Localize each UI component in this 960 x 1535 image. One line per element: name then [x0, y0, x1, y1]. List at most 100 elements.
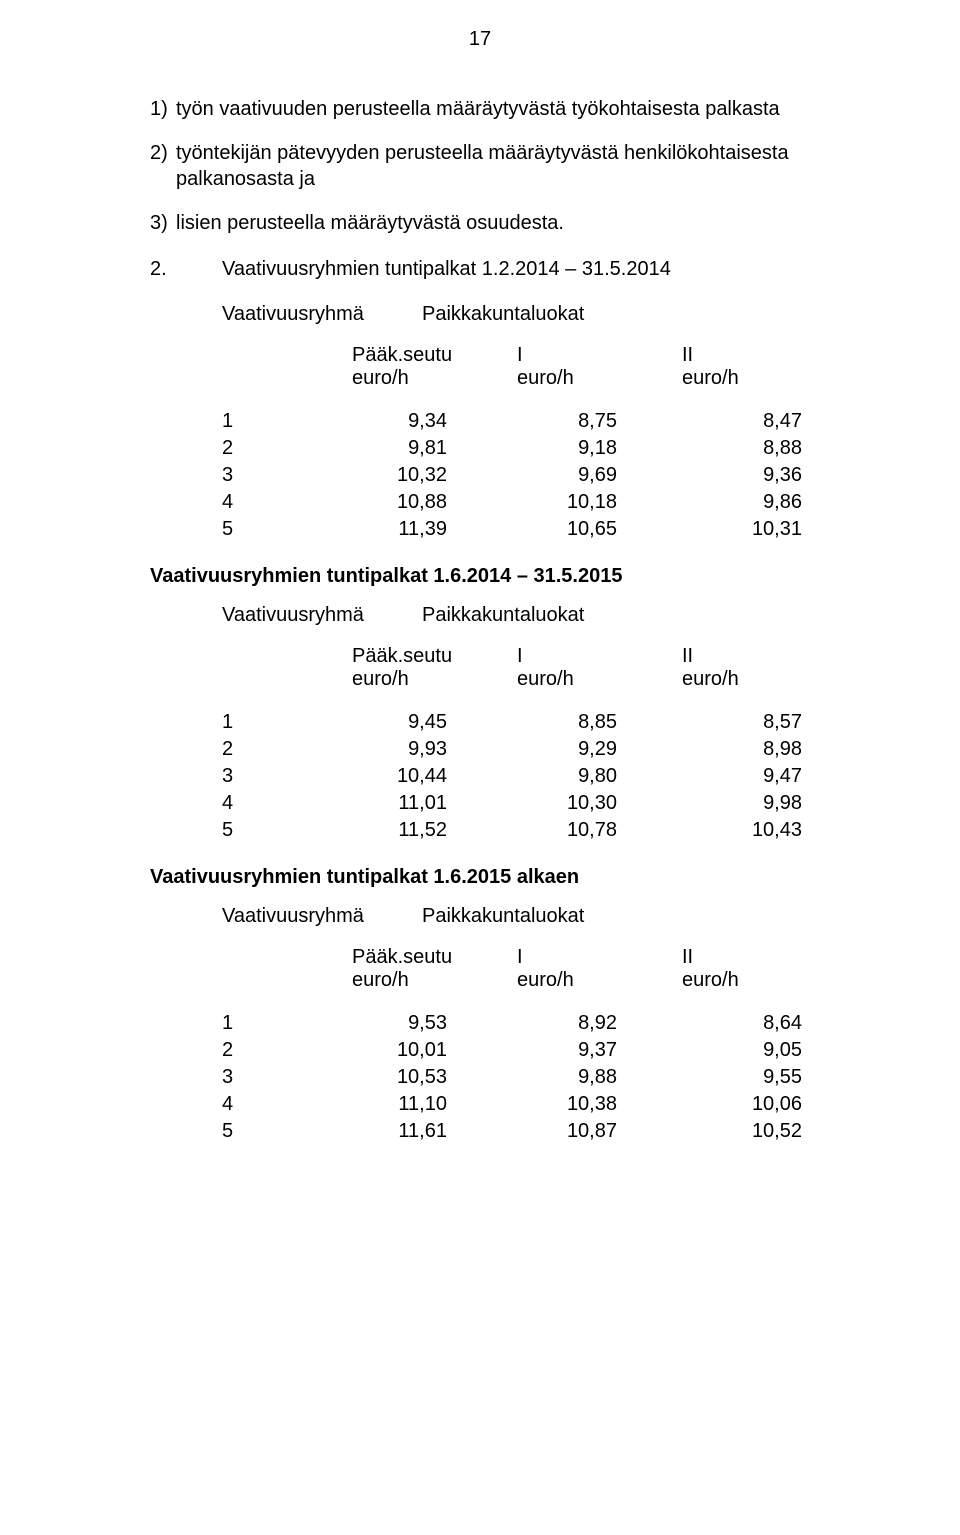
table-row: 511,3910,6510,31 [222, 516, 865, 543]
row-label: 4 [222, 489, 352, 516]
cell-value: 8,88 [692, 435, 862, 462]
cell-value: 9,34 [352, 408, 522, 435]
table-row: 29,819,188,88 [222, 435, 865, 462]
cell-value: 10,88 [352, 489, 522, 516]
section-number: 2. [150, 258, 222, 281]
column-header-line1: Pääk.seutu [352, 344, 517, 367]
cell-value: 10,31 [692, 516, 862, 543]
table-row: 210,019,379,05 [222, 1037, 865, 1064]
column-header: Pääk.seutueuro/h [352, 344, 517, 390]
intro-list: 1)työn vaativuuden perusteella määräytyv… [150, 96, 865, 236]
group-heading-row: VaativuusryhmäPaikkakuntaluokat [222, 905, 865, 928]
row-label: 2 [222, 736, 352, 763]
row-label: 3 [222, 763, 352, 790]
cell-value: 10,87 [522, 1118, 692, 1145]
table-row: 310,539,889,55 [222, 1064, 865, 1091]
column-header-line2: euro/h [517, 668, 682, 691]
row-label: 1 [222, 709, 352, 736]
row-label: 4 [222, 1091, 352, 1118]
cell-value: 8,92 [522, 1010, 692, 1037]
table-row: 310,449,809,47 [222, 763, 865, 790]
cell-value: 10,52 [692, 1118, 862, 1145]
intro-list-item: 1)työn vaativuuden perusteella määräytyv… [150, 96, 865, 122]
column-header-line2: euro/h [352, 668, 517, 691]
table-row: 19,348,758,47 [222, 408, 865, 435]
list-text: lisien perusteella määräytyvästä osuudes… [176, 210, 865, 236]
cell-value: 9,80 [522, 763, 692, 790]
cell-value: 10,32 [352, 462, 522, 489]
column-header-line2: euro/h [517, 367, 682, 390]
table-row: 310,329,699,36 [222, 462, 865, 489]
cell-value: 10,18 [522, 489, 692, 516]
table-title: Vaativuusryhmien tuntipalkat 1.6.2014 – … [150, 565, 865, 588]
cell-value: 10,65 [522, 516, 692, 543]
row-label: 2 [222, 435, 352, 462]
list-marker: 3) [150, 210, 176, 236]
table-row: 29,939,298,98 [222, 736, 865, 763]
cell-value: 8,64 [692, 1010, 862, 1037]
column-header-line1: Pääk.seutu [352, 645, 517, 668]
table-row: 511,5210,7810,43 [222, 817, 865, 844]
cell-value: 9,98 [692, 790, 862, 817]
cell-value: 9,05 [692, 1037, 862, 1064]
table-header-row: Pääk.seutueuro/hIeuro/hIIeuro/h [222, 645, 865, 691]
column-header-line1: I [517, 946, 682, 969]
column-header: Ieuro/h [517, 344, 682, 390]
column-header-line2: euro/h [682, 668, 847, 691]
group-label: Vaativuusryhmä [222, 604, 422, 627]
header-spacer [222, 645, 352, 691]
column-header: IIeuro/h [682, 946, 847, 992]
column-header-line2: euro/h [352, 367, 517, 390]
column-header-line1: I [517, 645, 682, 668]
row-label: 1 [222, 408, 352, 435]
column-header-line1: II [682, 946, 847, 969]
cell-value: 9,69 [522, 462, 692, 489]
document-page: 17 1)työn vaativuuden perusteella määräy… [0, 0, 960, 1535]
cell-value: 9,18 [522, 435, 692, 462]
cell-value: 9,47 [692, 763, 862, 790]
cell-value: 8,75 [522, 408, 692, 435]
row-label: 1 [222, 1010, 352, 1037]
cell-value: 9,37 [522, 1037, 692, 1064]
column-header-line1: I [517, 344, 682, 367]
cell-value: 9,55 [692, 1064, 862, 1091]
cell-value: 10,01 [352, 1037, 522, 1064]
column-header-line1: Pääk.seutu [352, 946, 517, 969]
cell-value: 9,29 [522, 736, 692, 763]
table-header-row: Pääk.seutueuro/hIeuro/hIIeuro/h [222, 946, 865, 992]
cell-value: 11,01 [352, 790, 522, 817]
group-label-2: Paikkakuntaluokat [422, 604, 584, 627]
cell-value: 10,06 [692, 1091, 862, 1118]
list-text: työn vaativuuden perusteella määräytyväs… [176, 96, 865, 122]
cell-value: 9,81 [352, 435, 522, 462]
table-body: 19,458,858,5729,939,298,98310,449,809,47… [150, 709, 865, 844]
cell-value: 9,86 [692, 489, 862, 516]
cell-value: 10,44 [352, 763, 522, 790]
cell-value: 8,47 [692, 408, 862, 435]
row-label: 3 [222, 1064, 352, 1091]
row-label: 3 [222, 462, 352, 489]
row-label: 5 [222, 516, 352, 543]
table-header-row: Pääk.seutueuro/hIeuro/hIIeuro/h [222, 344, 865, 390]
column-header-line2: euro/h [352, 969, 517, 992]
group-label: Vaativuusryhmä [222, 905, 422, 928]
cell-value: 8,85 [522, 709, 692, 736]
group-label-2: Paikkakuntaluokat [422, 303, 584, 326]
column-header: Ieuro/h [517, 946, 682, 992]
page-number: 17 [469, 28, 491, 51]
intro-list-item: 3)lisien perusteella määräytyvästä osuud… [150, 210, 865, 236]
table-row: 511,6110,8710,52 [222, 1118, 865, 1145]
intro-list-item: 2)työntekijän pätevyyden perusteella mää… [150, 140, 865, 192]
column-header: Ieuro/h [517, 645, 682, 691]
cell-value: 11,39 [352, 516, 522, 543]
cell-value: 11,61 [352, 1118, 522, 1145]
cell-value: 11,10 [352, 1091, 522, 1118]
column-header-line1: II [682, 344, 847, 367]
row-label: 2 [222, 1037, 352, 1064]
table-row: 19,458,858,57 [222, 709, 865, 736]
row-label: 5 [222, 817, 352, 844]
cell-value: 10,38 [522, 1091, 692, 1118]
column-header: IIeuro/h [682, 645, 847, 691]
group-heading-row: VaativuusryhmäPaikkakuntaluokat [222, 303, 865, 326]
table-row: 410,8810,189,86 [222, 489, 865, 516]
